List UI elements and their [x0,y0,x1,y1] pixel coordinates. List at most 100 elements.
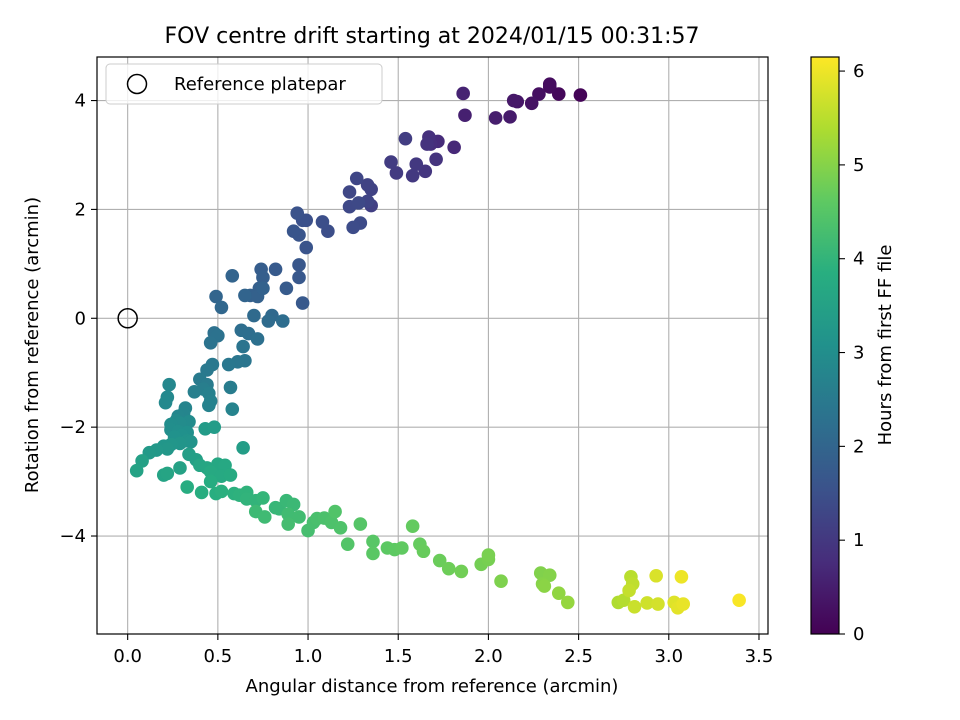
reference-platepar-marker [117,308,138,329]
colorbar-tick-label: 5 [853,155,864,176]
data-point [349,171,364,186]
data-point [268,262,283,277]
data-point [456,86,470,101]
data-point [183,435,198,449]
data-point [203,474,218,489]
data-point [315,215,330,229]
data-point [256,281,270,296]
colorbar-tick-label: 0 [853,624,864,645]
data-point [158,395,173,410]
data-point [342,185,357,199]
data-point [494,574,508,588]
data-point [542,77,557,92]
data-point [256,491,270,505]
data-point [340,537,355,551]
data-point [458,108,472,123]
data-point [447,140,461,155]
legend-marker-open-circle [126,73,148,95]
y-tick-label: 4 [75,91,86,112]
data-point [292,510,306,524]
data-point [384,155,398,169]
data-point [488,111,503,125]
data-point [194,485,209,500]
x-tick-label: 2.0 [474,646,503,667]
data-point [279,281,294,296]
colorbar-tick-label: 4 [853,249,864,270]
data-point [238,288,252,303]
legend-box [105,63,383,105]
data-point [346,220,360,235]
data-point [202,398,216,413]
y-tick-label: 0 [75,308,86,329]
data-point [257,510,272,524]
data-point [405,168,420,183]
data-point [389,166,404,180]
y-axis-ticks: −4 −2 0 2 4 [59,91,97,547]
data-point [223,380,238,395]
data-point [651,597,665,611]
data-point [398,131,413,146]
data-point [203,335,218,350]
data-point [732,593,746,608]
data-point [503,110,517,124]
data-point [256,270,270,285]
colorbar-tick-label: 6 [853,61,864,82]
plot-frame [96,56,769,635]
colorbar: 0 1 2 3 4 5 6 Hours from first FF file [810,56,896,645]
data-point [405,519,420,534]
x-axis-ticks: 0.0 0.5 1.0 1.5 2.0 2.5 3.0 3.5 [113,634,773,667]
x-tick-label: 3.5 [745,646,774,667]
data-point [295,296,310,310]
data-point [573,88,588,102]
data-point [409,157,424,172]
data-point [532,87,546,101]
data-point [247,308,261,323]
x-tick-label: 0.0 [113,646,142,667]
data-point [395,541,409,555]
data-point [481,548,496,562]
data-point [214,300,229,315]
data-point [360,178,375,192]
x-tick-label: 1.5 [384,646,413,667]
data-point [420,137,434,151]
data-point [640,596,654,610]
data-point [328,504,342,519]
data-point [203,464,218,479]
chart-title: FOV centre drift starting at 2024/01/15 … [165,24,700,49]
legend: Reference platepar [105,63,383,105]
data-point [281,507,295,522]
data-point [275,314,290,328]
y-tick-label: 2 [75,199,86,220]
reference-point-group [117,308,138,329]
data-point [560,595,575,610]
x-tick-label: 0.5 [204,646,233,667]
y-tick-label: −4 [59,526,86,547]
data-point [432,553,447,568]
data-point [187,384,202,399]
data-point [429,152,443,167]
data-point [353,517,368,531]
data-point [180,480,194,494]
data-point [129,463,144,478]
data-point [250,332,265,346]
data-point [506,93,521,108]
data-point [290,206,305,221]
data-point [261,314,276,328]
data-point [537,579,552,593]
data-point [160,466,175,481]
data-point [524,96,539,111]
x-tick-label: 1.0 [294,646,323,667]
data-point [214,484,229,499]
data-point [366,534,380,549]
data-point [173,461,187,475]
data-point [299,240,314,255]
data-point [207,420,222,434]
data-point [333,521,348,535]
data-point [441,561,456,576]
x-tick-label: 3.0 [654,646,683,667]
data-point [627,599,642,614]
data-point [236,441,250,455]
data-point [221,357,236,372]
data-point [292,258,306,272]
